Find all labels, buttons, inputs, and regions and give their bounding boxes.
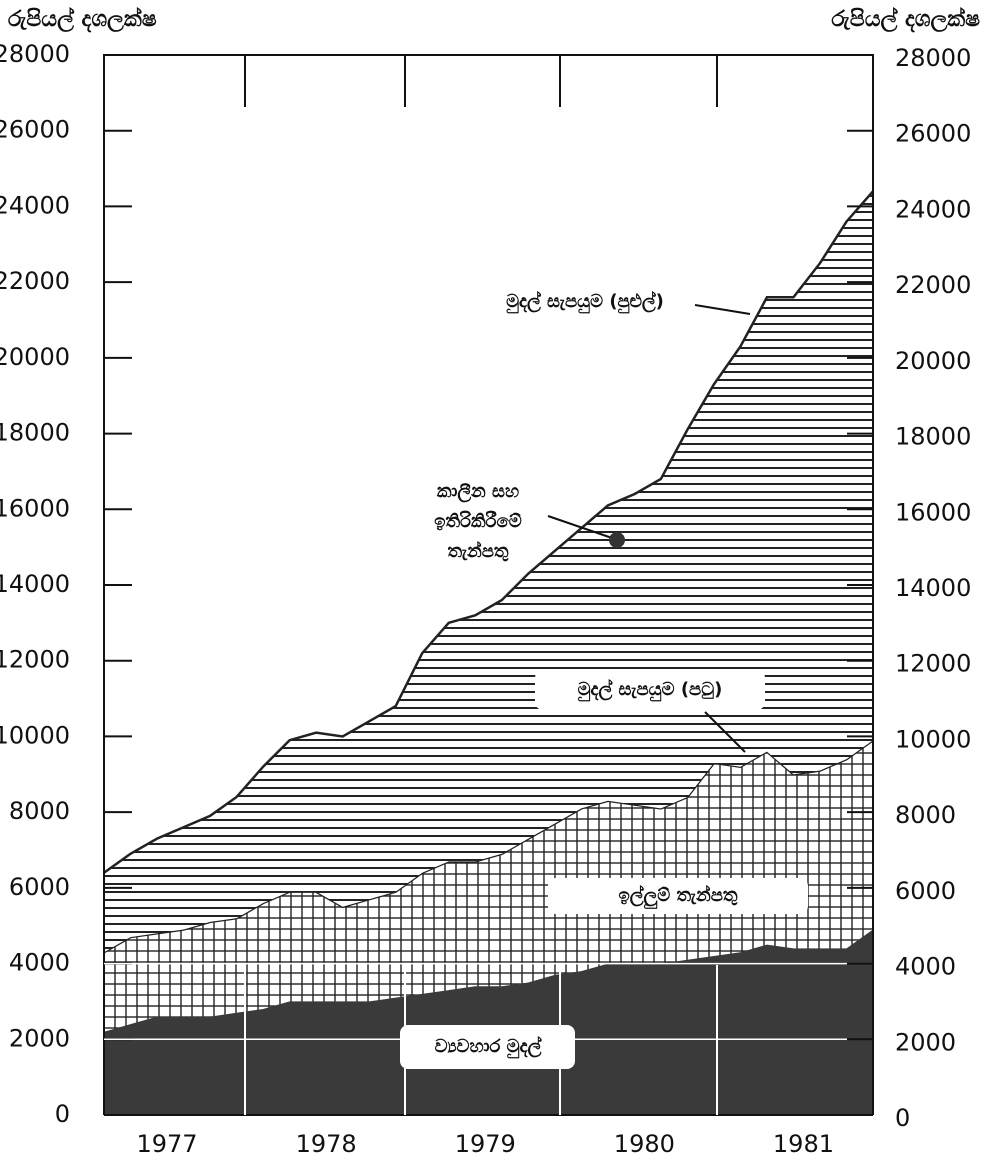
x-tick-label: 1978	[296, 1130, 357, 1158]
y-tick-label: 4000	[9, 949, 70, 977]
y-tick-label: 18000	[0, 419, 70, 447]
leader	[704, 711, 746, 753]
y-tick-label: 20000	[0, 343, 70, 371]
y2-tick-label: 0	[895, 1104, 910, 1132]
y2-tick-label: 24000	[895, 195, 971, 223]
series-label: ඉල්ලුම් තැන්පතු	[619, 884, 738, 910]
leader	[547, 515, 613, 539]
y2-tick-label: 22000	[895, 271, 971, 299]
x-tick-label: 1979	[455, 1130, 516, 1158]
y2-tick-label: 6000	[895, 877, 956, 905]
y-axis-label: රුපියල් දශලක්ෂ	[8, 6, 157, 33]
y-tick-label: 6000	[9, 873, 70, 901]
y-tick-label: 24000	[0, 191, 70, 219]
y2-tick-label: 26000	[895, 120, 971, 148]
annotation: මුදල් සැපයුම (පටු)	[578, 678, 723, 702]
y-tick-label: 2000	[9, 1024, 70, 1052]
x-tick-label: 1980	[614, 1130, 675, 1158]
y2-tick-label: 16000	[895, 498, 971, 526]
x-tick-label: 1981	[773, 1130, 834, 1158]
y2-axis-label: රුපියල් දශලක්ෂ	[831, 6, 980, 33]
y2-tick-label: 2000	[895, 1028, 956, 1056]
y-tick-label: 0	[55, 1100, 70, 1128]
series-label: ව්‍යවහාර මුදල්	[435, 1035, 543, 1058]
y-tick-label: 12000	[0, 646, 70, 674]
y-tick-label: 26000	[0, 116, 70, 144]
leader-dot	[609, 532, 625, 548]
y2-tick-label: 18000	[895, 423, 971, 451]
y-tick-label: 28000	[0, 40, 70, 68]
area	[104, 740, 873, 1032]
y-tick-label: 22000	[0, 267, 70, 295]
y2-tick-label: 28000	[895, 44, 971, 72]
label-box	[400, 1025, 575, 1069]
y2-tick-label: 10000	[895, 725, 971, 753]
area	[104, 191, 873, 953]
label-box	[535, 670, 765, 710]
y2-tick-label: 20000	[895, 347, 971, 375]
y2-tick-label: 8000	[895, 801, 956, 829]
series-label: කාලීන සහ	[437, 481, 519, 503]
area-edge	[103, 190, 874, 874]
area	[104, 929, 873, 1115]
y2-tick-label: 12000	[895, 650, 971, 678]
x-tick-label: 1977	[136, 1130, 197, 1158]
label-box	[548, 878, 808, 914]
y-tick-label: 14000	[0, 570, 70, 598]
series-label: ඉතිරිකිරීමේ	[434, 510, 522, 532]
annotation: මුදල් සැපයුම (පුළුල්)	[506, 290, 664, 314]
y2-tick-label: 4000	[895, 953, 956, 981]
y-tick-label: 8000	[9, 797, 70, 825]
y2-tick-label: 14000	[895, 574, 971, 602]
y-tick-label: 10000	[0, 721, 70, 749]
y-tick-label: 16000	[0, 494, 70, 522]
leader	[694, 304, 751, 315]
series-label: තැන්පතු	[447, 540, 508, 562]
